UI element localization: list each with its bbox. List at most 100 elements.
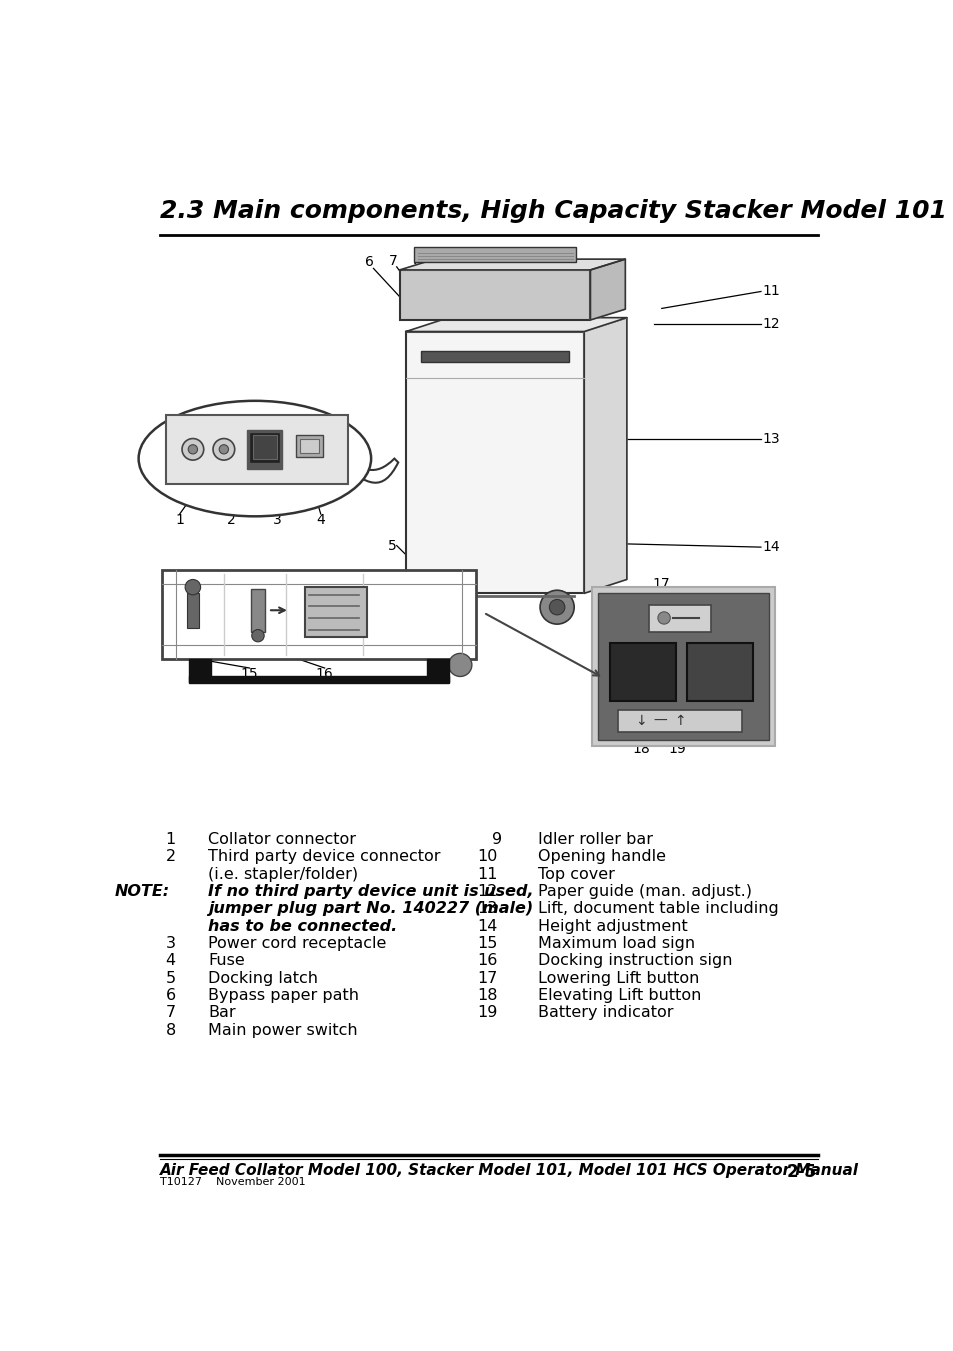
Text: 2.3 Main components, High Capacity Stacker Model 101: 2.3 Main components, High Capacity Stack… <box>159 199 945 223</box>
Text: 9: 9 <box>492 832 501 847</box>
Text: Bypass paper path: Bypass paper path <box>208 988 359 1002</box>
Text: jumper plug part No. 140227 (male): jumper plug part No. 140227 (male) <box>208 901 533 916</box>
Text: 1: 1 <box>175 513 184 527</box>
Circle shape <box>188 444 197 454</box>
Text: 14: 14 <box>476 919 497 934</box>
Polygon shape <box>583 317 626 593</box>
Circle shape <box>252 630 264 642</box>
Text: Opening handle: Opening handle <box>537 850 665 865</box>
Polygon shape <box>247 430 282 469</box>
Text: 11: 11 <box>476 867 497 882</box>
Text: If no third party device unit is used,: If no third party device unit is used, <box>208 884 534 898</box>
Text: ↓: ↓ <box>635 715 646 728</box>
Circle shape <box>618 596 630 609</box>
Circle shape <box>213 439 234 461</box>
Circle shape <box>448 654 472 677</box>
Bar <box>305 588 367 638</box>
Text: 6: 6 <box>166 988 175 1002</box>
Text: 3: 3 <box>273 513 281 527</box>
Text: 9: 9 <box>478 254 487 267</box>
Text: 2: 2 <box>166 850 175 865</box>
Circle shape <box>549 600 564 615</box>
Text: 19: 19 <box>476 1005 497 1020</box>
Bar <box>406 331 583 593</box>
Bar <box>686 643 753 701</box>
Bar <box>166 415 348 484</box>
Text: NOTE:: NOTE: <box>114 884 170 898</box>
Text: 17: 17 <box>476 970 497 986</box>
Polygon shape <box>399 259 624 270</box>
Bar <box>187 593 199 628</box>
Text: 17: 17 <box>652 577 670 592</box>
Text: Docking latch: Docking latch <box>208 970 318 986</box>
Text: 2-5: 2-5 <box>786 1163 816 1181</box>
Text: 14: 14 <box>761 540 780 554</box>
Text: 8: 8 <box>166 1023 175 1038</box>
Text: has to be connected.: has to be connected. <box>208 919 397 934</box>
Text: Third party device connector: Third party device connector <box>208 850 440 865</box>
Circle shape <box>593 589 620 616</box>
Text: 4: 4 <box>316 513 325 527</box>
Text: 15: 15 <box>476 936 497 951</box>
Bar <box>251 589 265 632</box>
Text: 11: 11 <box>761 285 780 299</box>
Text: Bar: Bar <box>208 1005 235 1020</box>
Text: 16: 16 <box>476 954 497 969</box>
Text: Lift, document table including: Lift, document table including <box>537 901 778 916</box>
Bar <box>189 676 448 684</box>
Text: Battery indicator: Battery indicator <box>537 1005 673 1020</box>
Text: 13: 13 <box>761 432 780 446</box>
Text: Elevating Lift button: Elevating Lift button <box>537 988 700 1002</box>
Text: 5: 5 <box>387 539 396 553</box>
Circle shape <box>416 590 450 624</box>
Bar <box>295 435 323 457</box>
Bar <box>427 659 448 682</box>
Circle shape <box>425 600 440 615</box>
Text: Top cover: Top cover <box>537 867 614 882</box>
Text: Maximum load sign: Maximum load sign <box>537 936 694 951</box>
Text: Paper guide (man. adjust.): Paper guide (man. adjust.) <box>537 884 751 898</box>
Text: Idler roller bar: Idler roller bar <box>537 832 652 847</box>
Text: 1: 1 <box>166 832 175 847</box>
Bar <box>609 643 675 701</box>
Circle shape <box>610 589 638 616</box>
Text: 18: 18 <box>632 742 650 755</box>
Text: 18: 18 <box>476 988 497 1002</box>
Text: Fuse: Fuse <box>208 954 245 969</box>
Text: (i.e. stapler/folder): (i.e. stapler/folder) <box>208 867 358 882</box>
Text: 4: 4 <box>166 954 175 969</box>
Text: 3: 3 <box>166 936 175 951</box>
Bar <box>592 588 774 746</box>
Bar <box>299 439 319 453</box>
Circle shape <box>658 612 670 624</box>
Text: 12: 12 <box>761 317 780 331</box>
Bar <box>617 711 740 732</box>
Bar <box>249 432 279 463</box>
Text: 7: 7 <box>166 1005 175 1020</box>
Text: 19: 19 <box>668 742 685 755</box>
Bar <box>399 270 590 320</box>
Text: Collator connector: Collator connector <box>208 832 356 847</box>
PathPatch shape <box>335 455 397 482</box>
Text: 13: 13 <box>476 901 497 916</box>
Text: 2: 2 <box>227 513 235 527</box>
Text: Lowering Lift button: Lowering Lift button <box>537 970 699 986</box>
Bar <box>421 351 568 362</box>
Circle shape <box>219 444 229 454</box>
Bar <box>648 605 710 632</box>
Circle shape <box>539 590 574 624</box>
Text: 8: 8 <box>413 254 421 267</box>
Polygon shape <box>590 259 624 320</box>
Bar <box>189 659 211 682</box>
Text: 7: 7 <box>388 254 396 267</box>
Text: 5: 5 <box>166 970 175 986</box>
Bar <box>162 570 476 659</box>
Text: ↑: ↑ <box>673 715 684 728</box>
Circle shape <box>600 596 613 609</box>
Bar <box>414 247 576 262</box>
Polygon shape <box>406 317 626 331</box>
Text: Main power switch: Main power switch <box>208 1023 357 1038</box>
Text: Power cord receptacle: Power cord receptacle <box>208 936 386 951</box>
Bar <box>253 435 276 458</box>
Text: Docking instruction sign: Docking instruction sign <box>537 954 732 969</box>
